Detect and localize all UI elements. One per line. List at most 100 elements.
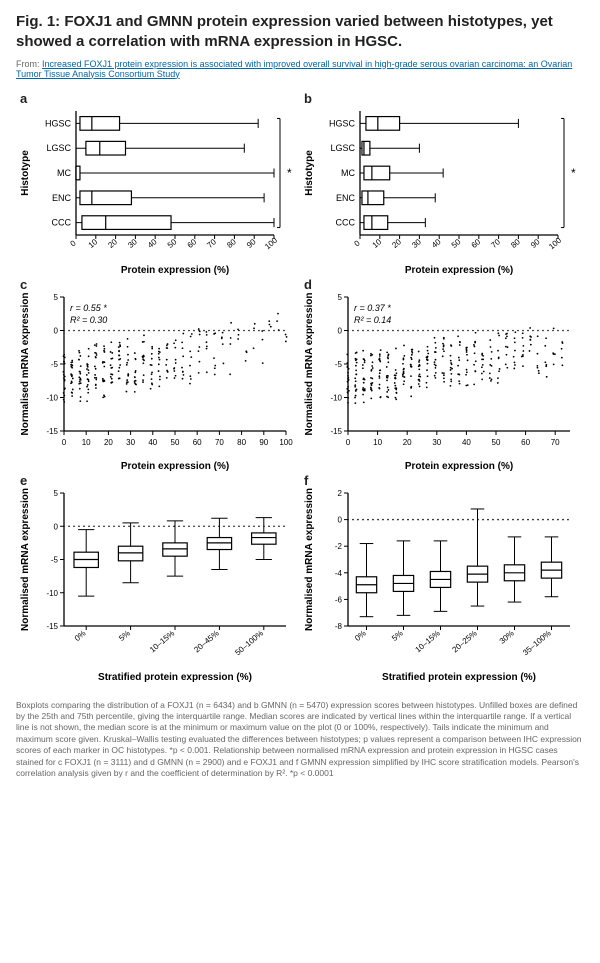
svg-text:5%: 5% (390, 628, 405, 642)
svg-text:-10: -10 (330, 393, 342, 402)
svg-text:80: 80 (225, 236, 238, 249)
svg-text:*: * (571, 166, 576, 180)
svg-text:Protein expression (%): Protein expression (%) (121, 461, 229, 472)
figure-caption: Boxplots comparing the distribution of a… (16, 700, 584, 780)
svg-text:-15: -15 (46, 427, 58, 436)
svg-text:MC: MC (341, 168, 355, 178)
svg-text:5%: 5% (117, 628, 132, 642)
svg-text:LGSC: LGSC (330, 143, 355, 153)
panel-c: c 0102030405060708090100-15-10-505r = 0.… (16, 277, 300, 473)
svg-text:Stratified protein expression: Stratified protein expression (%) (382, 672, 536, 683)
svg-text:-4: -4 (335, 568, 343, 577)
svg-text:LGSC: LGSC (46, 143, 71, 153)
svg-text:0: 0 (338, 326, 343, 335)
panel-letter-b: b (304, 91, 312, 106)
svg-text:0%: 0% (353, 628, 368, 642)
svg-text:Normalised mRNA expression: Normalised mRNA expression (20, 487, 31, 630)
svg-text:-15: -15 (46, 622, 58, 631)
svg-text:0: 0 (54, 522, 59, 531)
svg-text:40: 40 (148, 438, 157, 447)
panel-letter-c: c (20, 277, 27, 292)
svg-text:10: 10 (373, 438, 382, 447)
svg-text:80: 80 (237, 438, 246, 447)
svg-text:R² = 0.30: R² = 0.30 (70, 315, 107, 325)
svg-text:90: 90 (245, 236, 258, 249)
svg-text:35–100%: 35–100% (521, 628, 553, 657)
svg-text:0: 0 (353, 238, 363, 248)
from-prefix: From: (16, 59, 42, 69)
svg-text:5: 5 (54, 489, 59, 498)
panel-e: e -15-10-5050%5%10–15%20–45%50–100%Strat… (16, 473, 300, 684)
svg-text:-15: -15 (330, 427, 342, 436)
panel-letter-e: e (20, 473, 27, 488)
svg-text:10: 10 (87, 236, 100, 249)
svg-text:Protein expression (%): Protein expression (%) (121, 265, 229, 276)
svg-text:-10: -10 (46, 588, 58, 597)
svg-text:60: 60 (186, 236, 199, 249)
svg-text:-8: -8 (335, 622, 343, 631)
svg-text:-5: -5 (335, 360, 343, 369)
svg-text:-6: -6 (335, 595, 343, 604)
svg-text:70: 70 (551, 438, 560, 447)
svg-text:HGSC: HGSC (45, 118, 72, 128)
svg-text:5: 5 (338, 293, 343, 302)
svg-text:50: 50 (492, 438, 501, 447)
svg-text:Protein expression (%): Protein expression (%) (405, 461, 513, 472)
svg-text:50: 50 (450, 236, 463, 249)
source-link[interactable]: Increased FOXJ1 protein expression is as… (16, 59, 572, 79)
svg-text:20: 20 (104, 438, 113, 447)
svg-text:30: 30 (126, 236, 139, 249)
svg-text:HGSC: HGSC (329, 118, 356, 128)
svg-text:MC: MC (57, 168, 71, 178)
svg-text:0%: 0% (73, 628, 88, 642)
svg-text:70: 70 (205, 236, 218, 249)
svg-text:60: 60 (470, 236, 483, 249)
svg-text:Histotype: Histotype (20, 149, 31, 195)
svg-text:R² = 0.14: R² = 0.14 (354, 315, 391, 325)
svg-text:10: 10 (82, 438, 91, 447)
svg-text:Protein expression (%): Protein expression (%) (405, 265, 513, 276)
svg-text:CCC: CCC (52, 217, 72, 227)
svg-text:30: 30 (126, 438, 135, 447)
svg-text:50: 50 (166, 236, 179, 249)
svg-text:60: 60 (193, 438, 202, 447)
figure-title: Fig. 1: FOXJ1 and GMNN protein expressio… (16, 12, 584, 53)
svg-text:ENC: ENC (52, 192, 72, 202)
svg-text:-5: -5 (51, 360, 59, 369)
svg-text:5: 5 (54, 293, 59, 302)
panel-d: d 010203040506070-15-10-505r = 0.37 *R² … (300, 277, 584, 473)
svg-text:10–15%: 10–15% (148, 628, 176, 654)
svg-text:0: 0 (338, 515, 343, 524)
svg-text:20: 20 (106, 236, 119, 249)
svg-text:50: 50 (171, 438, 180, 447)
panel-a: a 0 10 20 30 40 50 60 70 80 90 100 Protein expressi… (16, 91, 300, 277)
svg-text:70: 70 (215, 438, 224, 447)
svg-text:20–25%: 20–25% (451, 628, 479, 654)
svg-text:100: 100 (263, 235, 279, 251)
svg-text:10: 10 (371, 236, 384, 249)
svg-text:Stratified protein expression: Stratified protein expression (%) (98, 672, 252, 683)
svg-text:10–15%: 10–15% (414, 628, 442, 654)
svg-text:0: 0 (69, 238, 79, 248)
svg-text:20–45%: 20–45% (192, 628, 220, 654)
svg-text:70: 70 (489, 236, 502, 249)
svg-text:-2: -2 (335, 542, 343, 551)
svg-text:30: 30 (410, 236, 423, 249)
svg-text:100: 100 (547, 235, 563, 251)
svg-text:2: 2 (338, 489, 343, 498)
panel-letter-a: a (20, 91, 27, 106)
figure-source: From: Increased FOXJ1 protein expression… (16, 59, 584, 79)
svg-text:0: 0 (62, 438, 67, 447)
svg-text:30%: 30% (498, 628, 516, 645)
figure-panels: a 0102030405060708090100Protein expressi… (16, 91, 584, 684)
svg-text:CCC: CCC (336, 217, 356, 227)
svg-text:40: 40 (146, 236, 159, 249)
svg-text:90: 90 (259, 438, 268, 447)
panel-letter-f: f (304, 473, 308, 488)
svg-text:80: 80 (509, 236, 522, 249)
panel-b: b 0102030405060708090100Protein expressi… (300, 91, 584, 277)
svg-text:-5: -5 (51, 555, 59, 564)
svg-text:Normalised mRNA expression: Normalised mRNA expression (304, 292, 315, 435)
svg-text:60: 60 (521, 438, 530, 447)
svg-text:100: 100 (279, 438, 293, 447)
